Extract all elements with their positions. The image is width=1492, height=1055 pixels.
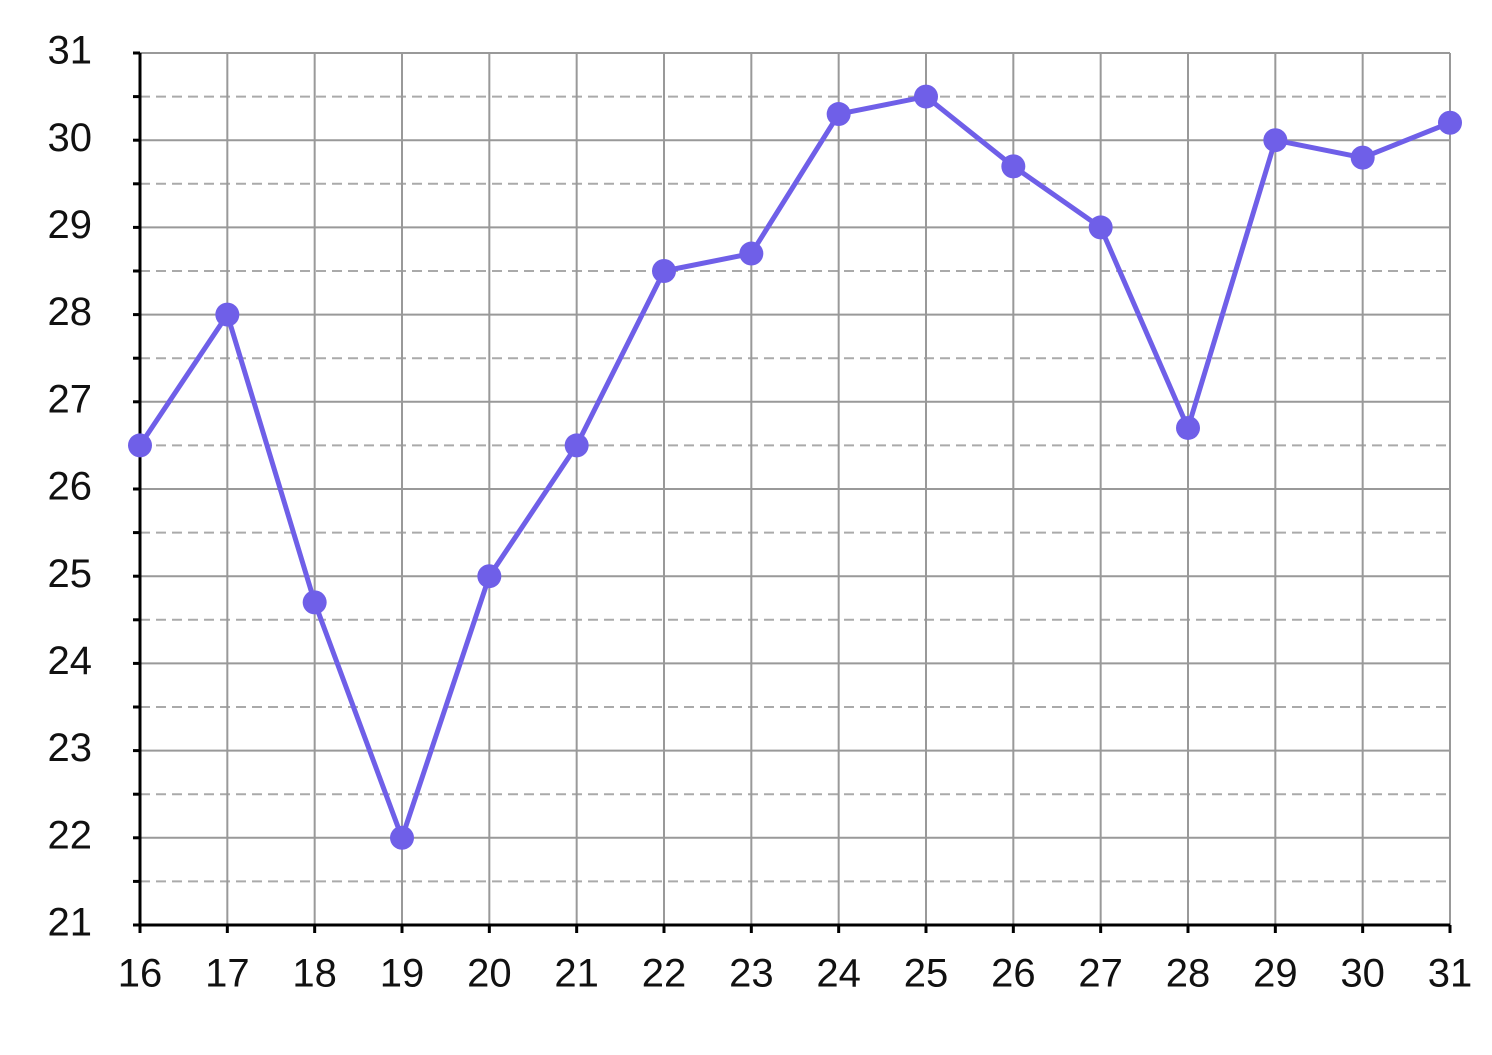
y-tick-label: 22	[48, 813, 93, 857]
x-tick-label: 28	[1166, 952, 1211, 996]
x-tick-label: 19	[380, 952, 425, 996]
point	[739, 241, 764, 266]
x-tick-label: 18	[292, 952, 337, 996]
y-tick-label: 28	[48, 290, 93, 334]
x-tick-label: 21	[554, 952, 599, 996]
point	[564, 433, 589, 458]
y-tick-label: 23	[48, 726, 93, 770]
point	[128, 433, 152, 458]
x-tick-label: 23	[729, 952, 774, 996]
x-tick-label: 30	[1340, 952, 1385, 996]
point	[390, 825, 414, 850]
point	[1001, 154, 1026, 179]
x-tick-label: 29	[1253, 952, 1298, 996]
x-tick-label: 16	[118, 952, 163, 996]
point	[1350, 145, 1375, 170]
x-tick-label: 31	[1428, 952, 1473, 996]
y-tick-label: 24	[48, 639, 93, 683]
x-tick-label: 20	[467, 952, 512, 996]
point	[1176, 415, 1200, 440]
x-tick-label: 17	[205, 952, 250, 996]
x-tick-label: 25	[904, 952, 949, 996]
x-tick-label: 27	[1078, 952, 1123, 996]
line	[137, 94, 1451, 841]
point	[1088, 215, 1113, 240]
y-tick-label: 29	[48, 203, 93, 247]
point	[215, 302, 240, 327]
point	[1263, 128, 1288, 153]
y-tick-label: 30	[48, 116, 93, 160]
x-tick-label: 22	[642, 952, 687, 996]
point	[477, 564, 502, 589]
point	[302, 590, 327, 615]
point	[652, 259, 676, 283]
y-tick-label: 25	[48, 552, 93, 596]
y-tick-label: 26	[48, 465, 93, 509]
point	[826, 102, 851, 127]
y-tick-label: 31	[48, 29, 93, 73]
point	[1438, 110, 1462, 135]
x-tick-label: 24	[816, 952, 861, 996]
y-tick-label: 21	[48, 901, 93, 945]
x-tick-label: 26	[991, 952, 1036, 996]
y-tick-label: 27	[48, 377, 93, 421]
point	[914, 84, 938, 109]
